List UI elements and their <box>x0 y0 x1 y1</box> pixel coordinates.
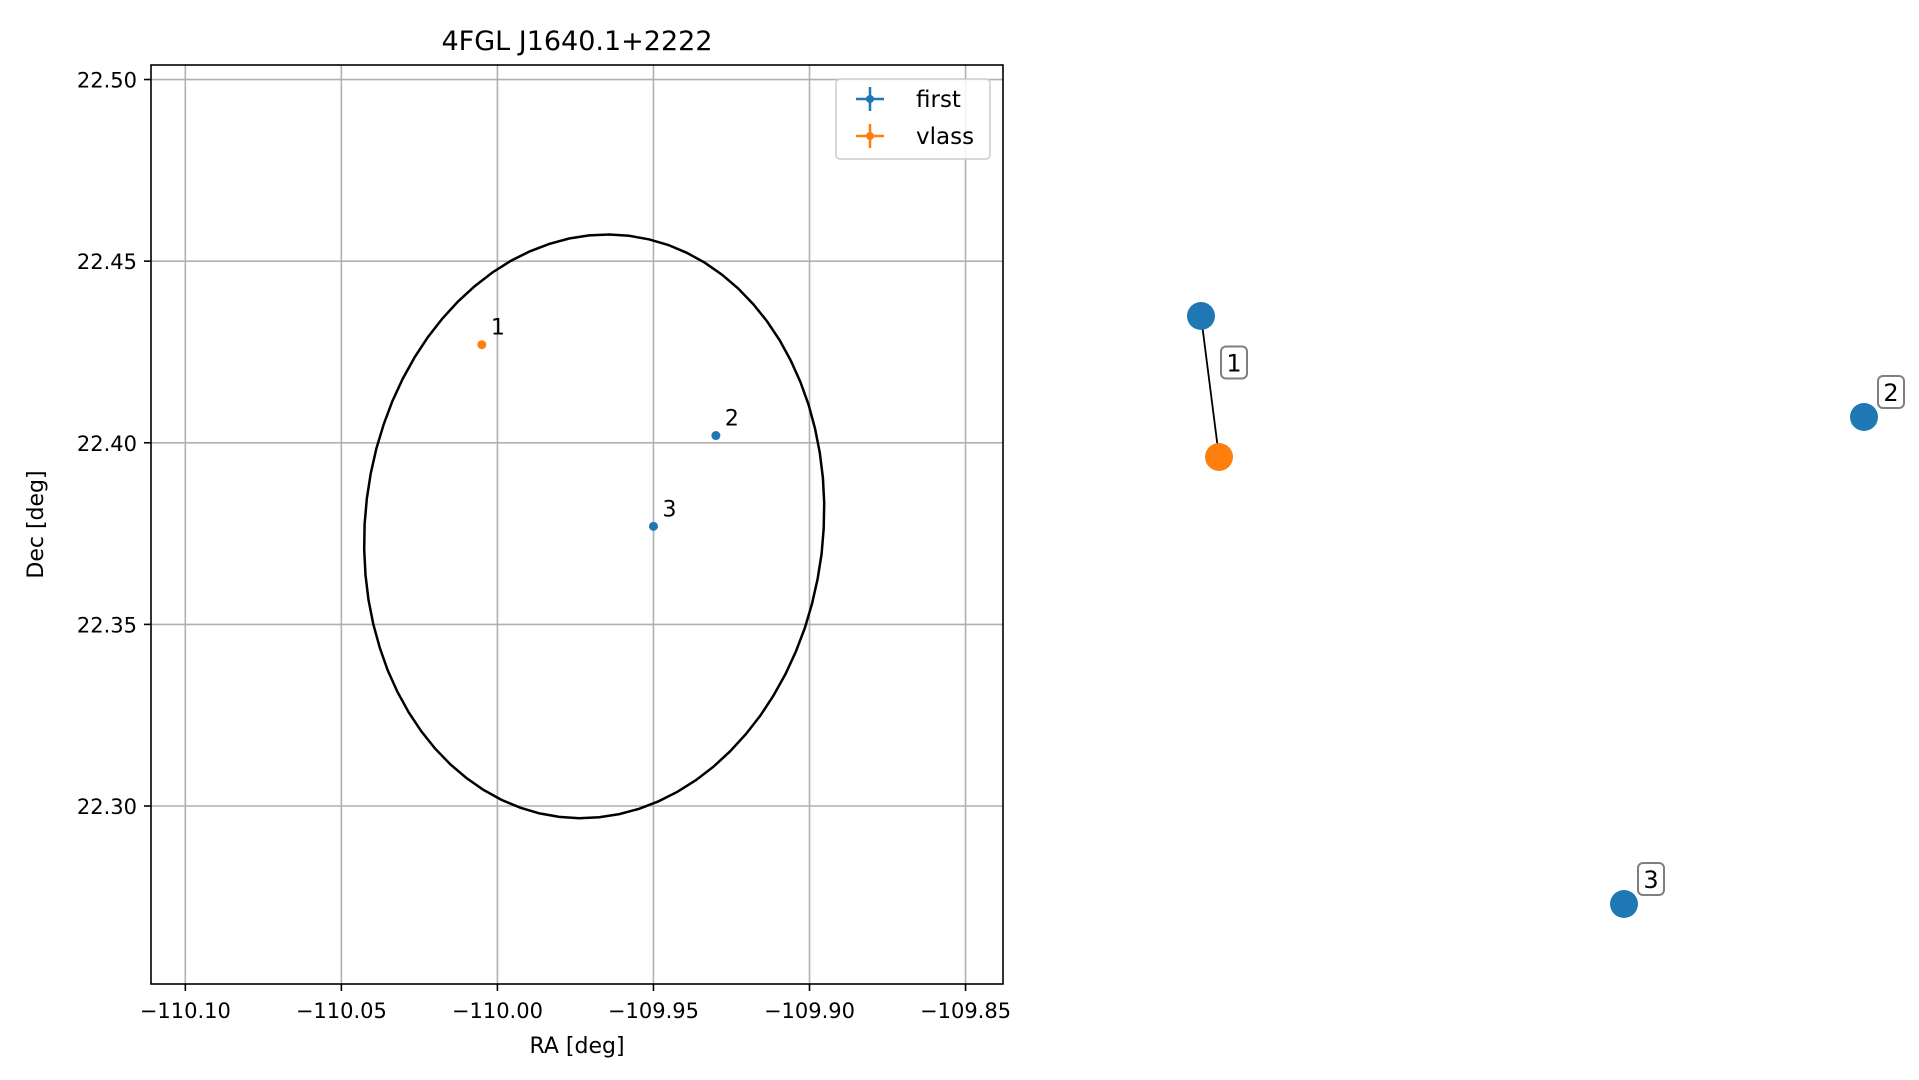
graph-label-box <box>1637 862 1665 896</box>
first-point <box>711 431 721 441</box>
graph-label: 1 <box>1220 345 1248 380</box>
y-tick-label: 22.30 <box>77 795 137 819</box>
legend-label-first: first <box>916 87 961 113</box>
graph-label-text: 1 <box>1226 350 1241 378</box>
graph-label-box <box>1877 375 1905 409</box>
graph-node-first-2 <box>1850 403 1878 431</box>
point-label: 3 <box>662 497 676 522</box>
x-tick-label: −110.05 <box>296 999 387 1023</box>
match-graph: 1 2 3 <box>1187 302 1905 918</box>
graph-node-vlass-1 <box>1205 443 1233 471</box>
legend-marker <box>866 95 874 103</box>
error-ellipse <box>362 233 826 820</box>
y-tick-label: 22.50 <box>77 69 137 93</box>
axis-ticks: −110.10 −110.05 −110.00 −109.95 −109.90 −109.… <box>77 69 1011 1023</box>
graph-nodes <box>1187 302 1878 918</box>
plot-frame <box>150 64 1004 985</box>
graph-edges <box>1200 315 1220 458</box>
first-point <box>648 521 658 531</box>
x-tick-label: −109.95 <box>608 999 699 1023</box>
vlass-point <box>477 340 487 350</box>
graph-label-box <box>1220 345 1248 380</box>
graph-edge <box>1200 315 1220 458</box>
point-label: 2 <box>725 407 739 432</box>
x-tick-label: −110.00 <box>452 999 543 1023</box>
graph-node-first-3 <box>1610 890 1638 918</box>
y-tick-label: 22.40 <box>77 432 137 456</box>
y-tick-label: 22.35 <box>77 613 137 637</box>
graph-label: 3 <box>1637 862 1665 896</box>
legend: first vlass <box>835 78 991 160</box>
data-points: 2 3 1 <box>477 316 739 531</box>
y-axis-label: Dec [deg] <box>24 470 49 578</box>
scatter-chart: 231 −110.10 −110.05 −110.00 −109.95 −109.90−… <box>24 26 1011 1059</box>
graph-label-text: 2 <box>1883 379 1898 407</box>
legend-label-vlass: vlass <box>916 124 974 150</box>
x-axis-label: RA [deg] <box>529 1034 624 1059</box>
point-label: 1 <box>491 316 505 341</box>
x-tick-label: −109.90 <box>764 999 855 1023</box>
x-tick-label: −109.85 <box>920 999 1011 1023</box>
graph-label-text: 3 <box>1643 866 1658 894</box>
graph-label: 2 <box>1877 375 1905 409</box>
grid <box>151 65 1003 984</box>
legend-marker <box>866 132 874 140</box>
chart-title: 4FGL J1640.1+2222 <box>441 26 712 57</box>
graph-labels: 1 2 3 <box>1220 345 1905 896</box>
graph-node-first-1 <box>1187 302 1215 330</box>
y-tick-label: 22.45 <box>77 250 137 274</box>
x-tick-label: −110.10 <box>140 999 231 1023</box>
legend-entries: first vlass <box>856 87 974 150</box>
